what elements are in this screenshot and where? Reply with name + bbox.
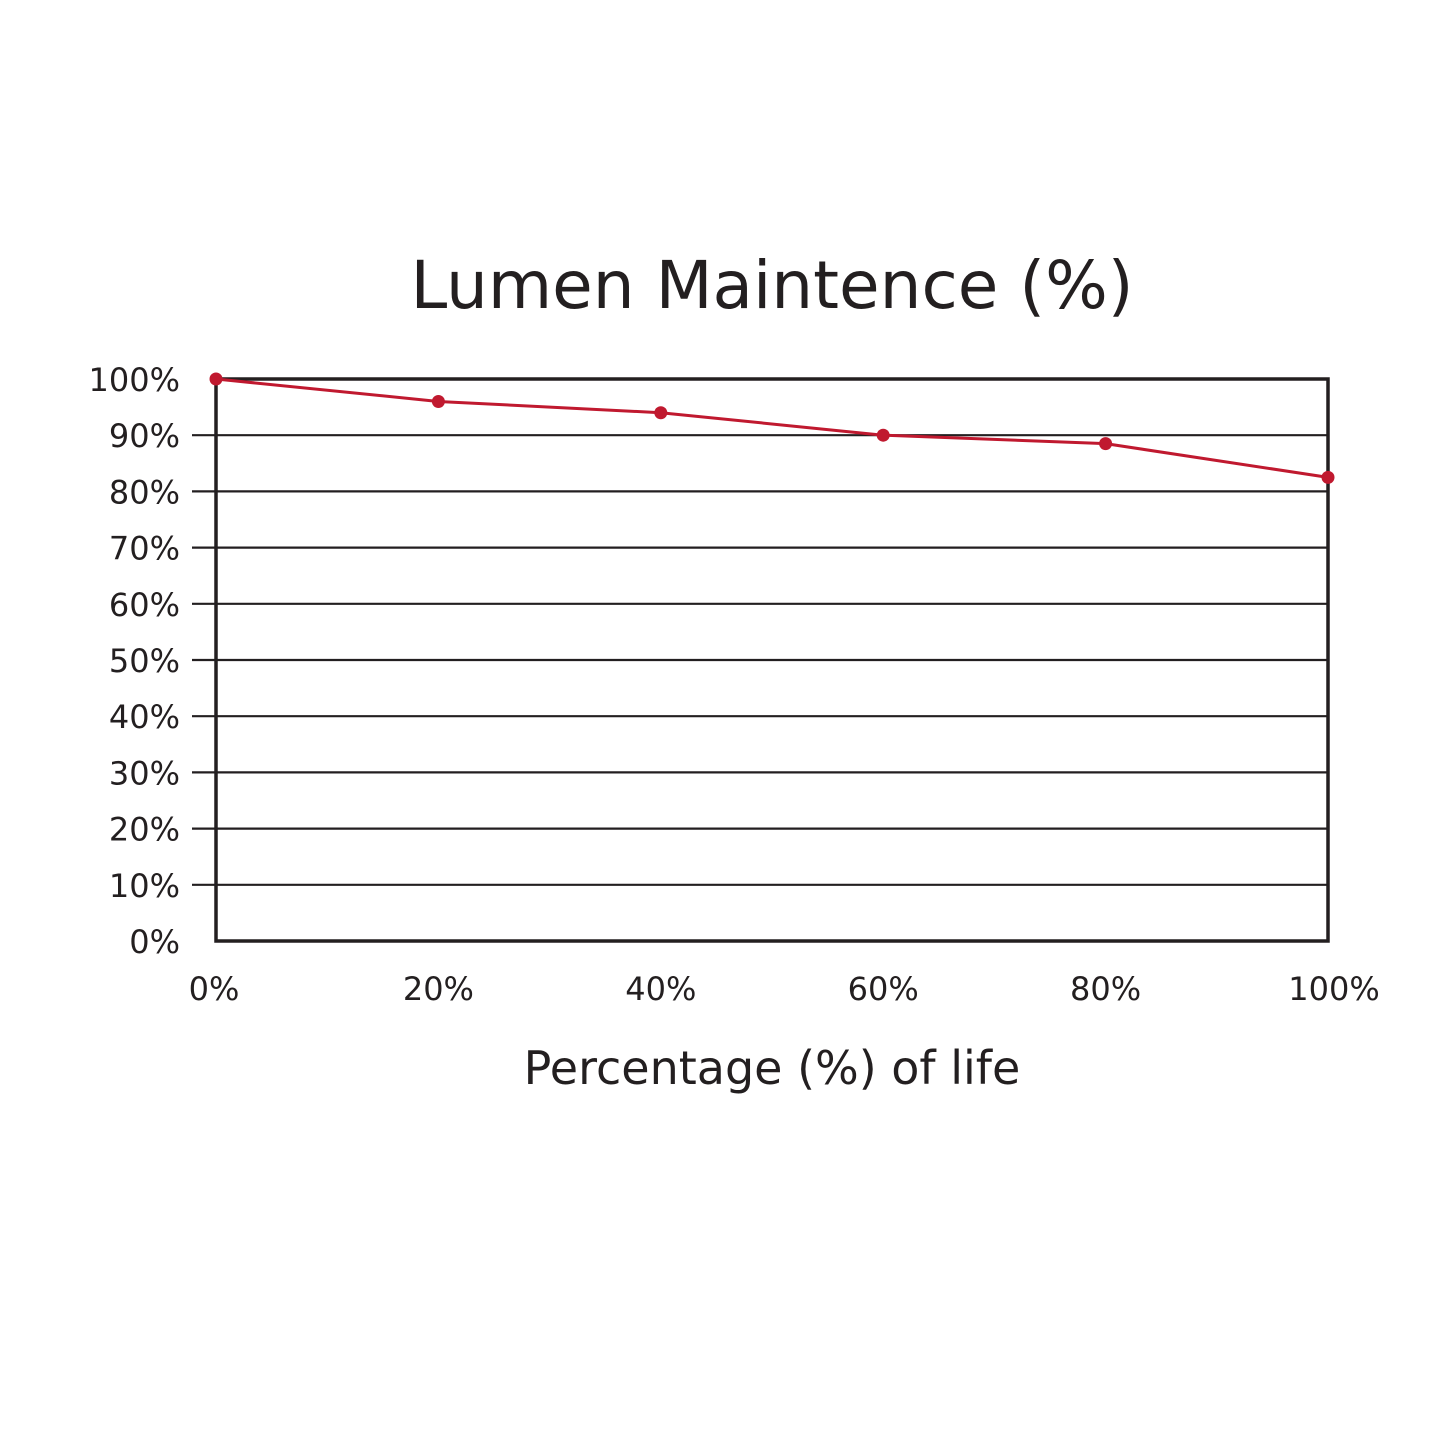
x-tick-label: 0% — [189, 970, 240, 1008]
x-tick-label: 60% — [848, 970, 919, 1008]
x-tick-label: 40% — [625, 970, 696, 1008]
y-tick-label: 40% — [109, 698, 180, 736]
y-tick-label: 0% — [129, 923, 180, 961]
y-tick-label: 30% — [109, 754, 180, 792]
gridlines — [192, 434, 1328, 886]
series-line — [215, 377, 1329, 479]
y-tick-label: 70% — [109, 530, 180, 568]
y-tick-label: 20% — [109, 811, 180, 849]
data-point — [431, 394, 445, 408]
y-tick-label: 80% — [109, 473, 180, 511]
chart-title: Lumen Maintence (%) — [410, 247, 1133, 324]
x-axis-label: Percentage (%) of life — [524, 1041, 1021, 1095]
x-axis-ticks: 0% 20% 40% 60% 80% 100% — [189, 970, 1380, 1008]
series-layer — [209, 372, 1335, 484]
x-tick-label: 80% — [1070, 970, 1141, 1008]
y-tick-label: 60% — [109, 586, 180, 624]
data-point — [1099, 437, 1113, 451]
y-tick-label: 100% — [89, 361, 180, 399]
y-tick-label: 50% — [109, 642, 180, 680]
x-tick-label: 20% — [403, 970, 474, 1008]
y-tick-label: 90% — [109, 417, 180, 455]
y-tick-label: 10% — [109, 867, 180, 905]
x-tick-label: 100% — [1288, 970, 1379, 1008]
data-point — [209, 372, 223, 386]
data-point — [1321, 470, 1335, 484]
plot-frame — [214, 377, 1330, 943]
data-point — [876, 428, 890, 442]
plot-border — [214, 377, 1330, 943]
y-axis-ticks: 0% 10% 20% 30% 40% 50% 60% 70% 80% 90% 100% — [89, 361, 180, 961]
data-point — [654, 406, 668, 420]
